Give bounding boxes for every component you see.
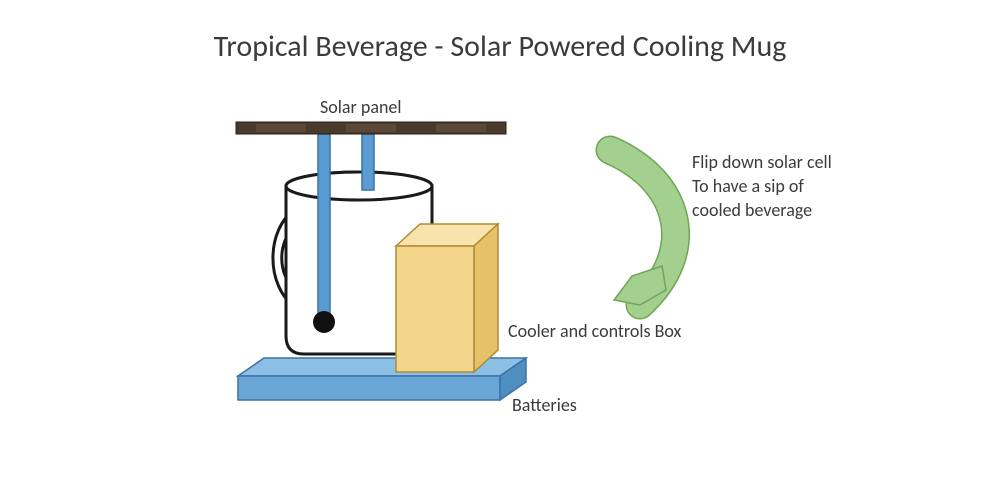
flip-line-3: cooled beverage — [692, 198, 832, 222]
support-post-right — [362, 134, 374, 190]
flip-line-1: Flip down solar cell — [692, 150, 832, 174]
flip-instruction: Flip down solar cell To have a sip of co… — [692, 150, 832, 222]
cooler-box-label: Cooler and controls Box — [508, 320, 681, 342]
diagram-canvas — [0, 0, 1000, 500]
flip-line-2: To have a sip of — [692, 174, 832, 198]
batteries-label: Batteries — [512, 394, 577, 416]
hinge-dot — [313, 311, 335, 333]
solar-panel-label: Solar panel — [320, 96, 401, 118]
support-post-left — [318, 134, 330, 320]
solar-panel — [236, 122, 506, 134]
cooler-box — [396, 224, 498, 372]
flip-arrow — [610, 150, 676, 305]
